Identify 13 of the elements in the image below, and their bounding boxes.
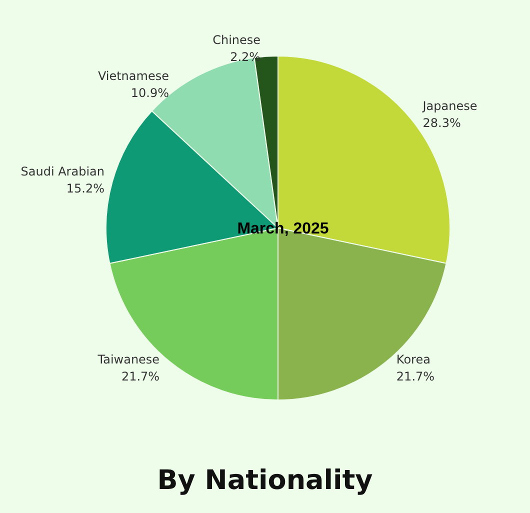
data-label: 21.7% [121, 369, 160, 384]
slice-label: Taiwanese [96, 352, 160, 366]
data-label: 21.7% [396, 369, 435, 384]
data-label: 15.2% [66, 181, 104, 196]
slice-label: Korea [396, 352, 430, 366]
text: By Nationality [157, 465, 374, 496]
data-label: 28.3% [422, 116, 461, 130]
slice-label: Vietnamese [98, 68, 169, 83]
data-label: 2.2% [230, 50, 261, 64]
data-label: 10.9% [130, 86, 169, 100]
slice-label: Saudi Arabian [20, 164, 104, 178]
slice-label: Japanese [422, 99, 478, 114]
slice-label: Chinese [212, 32, 261, 47]
